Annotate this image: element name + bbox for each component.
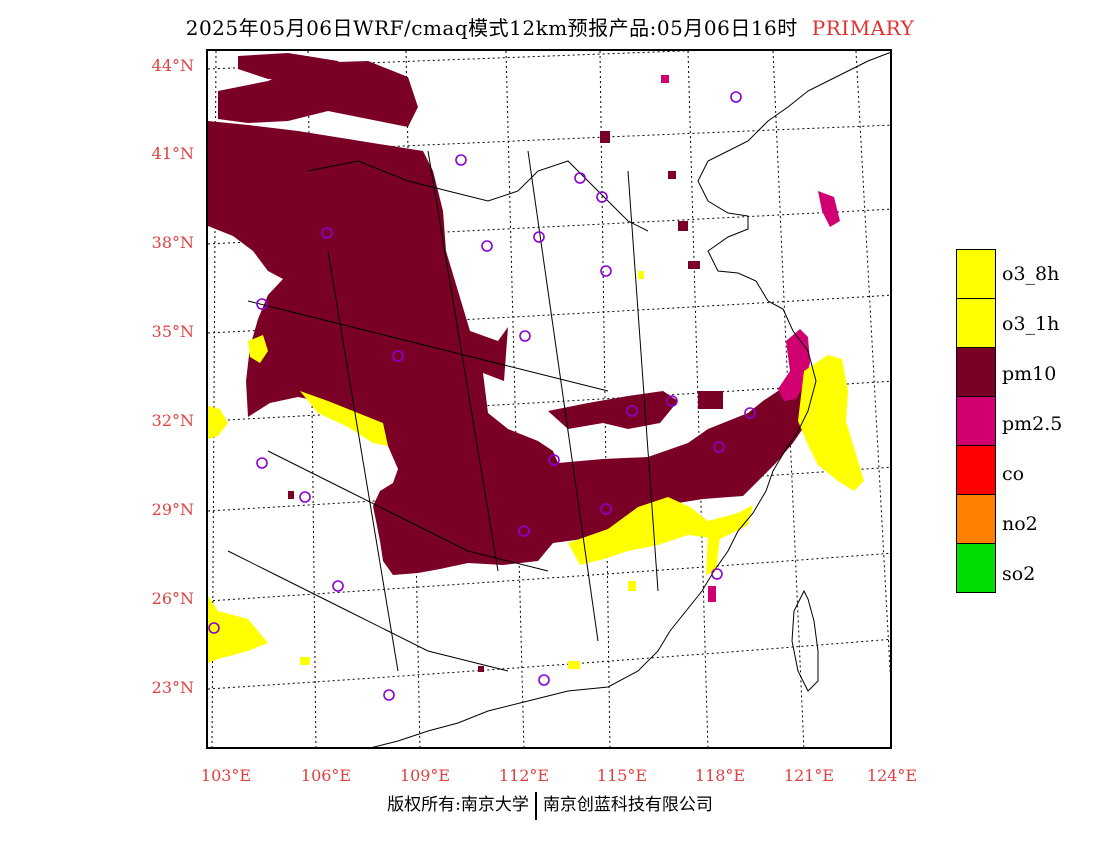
legend-swatch-no2: [956, 495, 996, 544]
legend-swatch-o3-8h: [956, 249, 996, 299]
lat-label-32: 32°N: [151, 411, 194, 430]
lon-label-124: 124°E: [866, 766, 918, 785]
legend-swatch-pm10: [956, 348, 996, 397]
lon-label-103: 103°E: [200, 766, 252, 785]
lat-label-44: 44°N: [151, 56, 194, 75]
legend-label-so2: so2: [1002, 563, 1036, 585]
legend-label-pm25: pm2.5: [1002, 413, 1063, 435]
map-panel: [206, 49, 892, 749]
legend-label-co: co: [1002, 463, 1025, 485]
map-title: 2025年05月06日WRF/cmaq模式12km预报产品:05月06日16时 P…: [0, 12, 1100, 41]
pm10-region: [208, 53, 818, 672]
lat-label-26: 26°N: [151, 589, 194, 608]
lat-label-35: 35°N: [151, 322, 194, 341]
lon-label-112: 112°E: [498, 766, 550, 785]
legend-label-o3-1h: o3_1h: [1002, 313, 1060, 335]
lon-label-115: 115°E: [596, 766, 648, 785]
footer-left: 版权所有:南京大学: [387, 795, 529, 815]
legend-label-no2: no2: [1002, 513, 1038, 535]
o3-region: [208, 271, 864, 669]
pm25-region: [661, 75, 840, 602]
footer-right: 南京创蓝科技有限公司: [542, 795, 713, 815]
title-text: 2025年05月06日WRF/cmaq模式12km预报产品:05月06日16时: [185, 16, 798, 40]
legend-label-o3-8h: o3_8h: [1002, 263, 1060, 285]
legend-swatch-o3-1h: [956, 299, 996, 348]
lat-label-38: 38°N: [151, 233, 194, 252]
legend-label-pm10: pm10: [1002, 363, 1057, 385]
lon-label-106: 106°E: [300, 766, 352, 785]
lon-label-109: 109°E: [399, 766, 451, 785]
copyright-footer: 版权所有:南京大学 南京创蓝科技有限公司: [0, 790, 1100, 820]
lat-label-23: 23°N: [151, 678, 194, 697]
lat-label-29: 29°N: [151, 500, 194, 519]
pollutant-legend: o3_8h o3_1h pm10 pm2.5 co no2 so2: [956, 249, 1062, 593]
lon-label-118: 118°E: [694, 766, 746, 785]
primary-tag: PRIMARY: [811, 16, 915, 40]
legend-swatch-pm25: [956, 397, 996, 446]
station-markers: [208, 91, 756, 701]
legend-swatch-co: [956, 446, 996, 495]
legend-swatch-so2: [956, 544, 996, 593]
lon-label-121: 121°E: [783, 766, 835, 785]
lat-label-41: 41°N: [151, 144, 194, 163]
footer-separator: [534, 791, 537, 820]
map-canvas: [208, 51, 890, 747]
